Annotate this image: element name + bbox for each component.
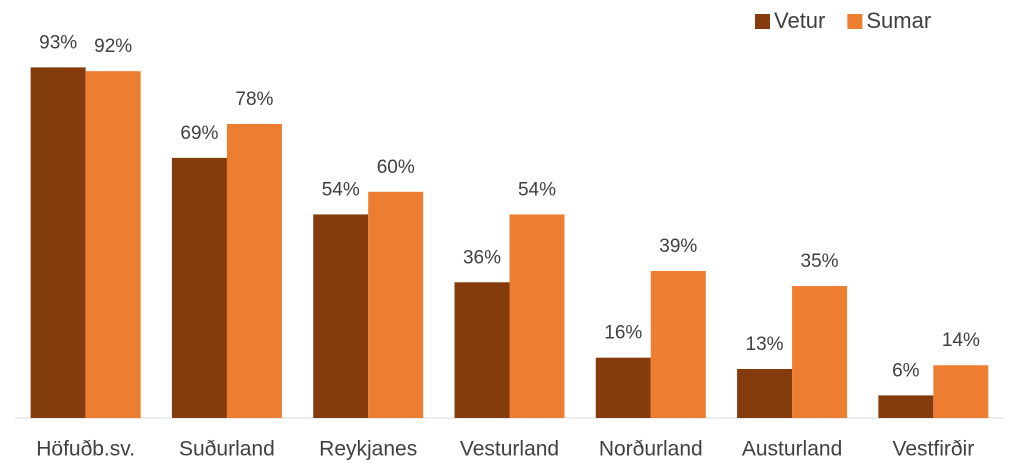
value-label: 36% [463, 247, 501, 268]
legend-label: Sumar [866, 8, 931, 33]
legend-swatch [755, 14, 770, 29]
value-label: 92% [94, 36, 132, 57]
bar [368, 191, 424, 418]
x-tick-label: Reykjanes [319, 438, 417, 461]
bar [933, 365, 989, 418]
value-label: 69% [180, 123, 218, 144]
value-label: 16% [604, 323, 642, 344]
bar [313, 214, 369, 418]
bar [454, 282, 510, 418]
value-label: 93% [39, 32, 77, 53]
bar [509, 214, 565, 418]
bar [171, 157, 227, 418]
value-label: 13% [746, 334, 784, 355]
value-label: 39% [659, 236, 697, 257]
bar [650, 270, 706, 418]
x-tick-label: Suðurland [179, 438, 275, 461]
value-label: 54% [518, 179, 556, 200]
bar [85, 71, 141, 418]
x-tick-label: Norðurland [599, 438, 703, 461]
bar [226, 123, 282, 418]
bar [792, 286, 848, 418]
value-label: 78% [235, 89, 273, 110]
value-label: 54% [322, 179, 360, 200]
bar [737, 368, 793, 418]
legend-label: Vetur [774, 8, 825, 33]
value-label: 6% [892, 360, 920, 381]
bar [30, 67, 86, 418]
value-label: 60% [377, 157, 415, 178]
value-label: 35% [801, 251, 839, 272]
legend-swatch [847, 14, 863, 29]
x-tick-label: Vestfirðir [893, 438, 975, 461]
x-tick-label: Austurland [742, 438, 842, 461]
x-tick-label: Höfuðb.sv. [36, 438, 135, 461]
value-label: 14% [942, 330, 980, 351]
x-tick-label: Vesturland [460, 438, 559, 461]
bar [878, 395, 934, 418]
bar [595, 357, 651, 418]
